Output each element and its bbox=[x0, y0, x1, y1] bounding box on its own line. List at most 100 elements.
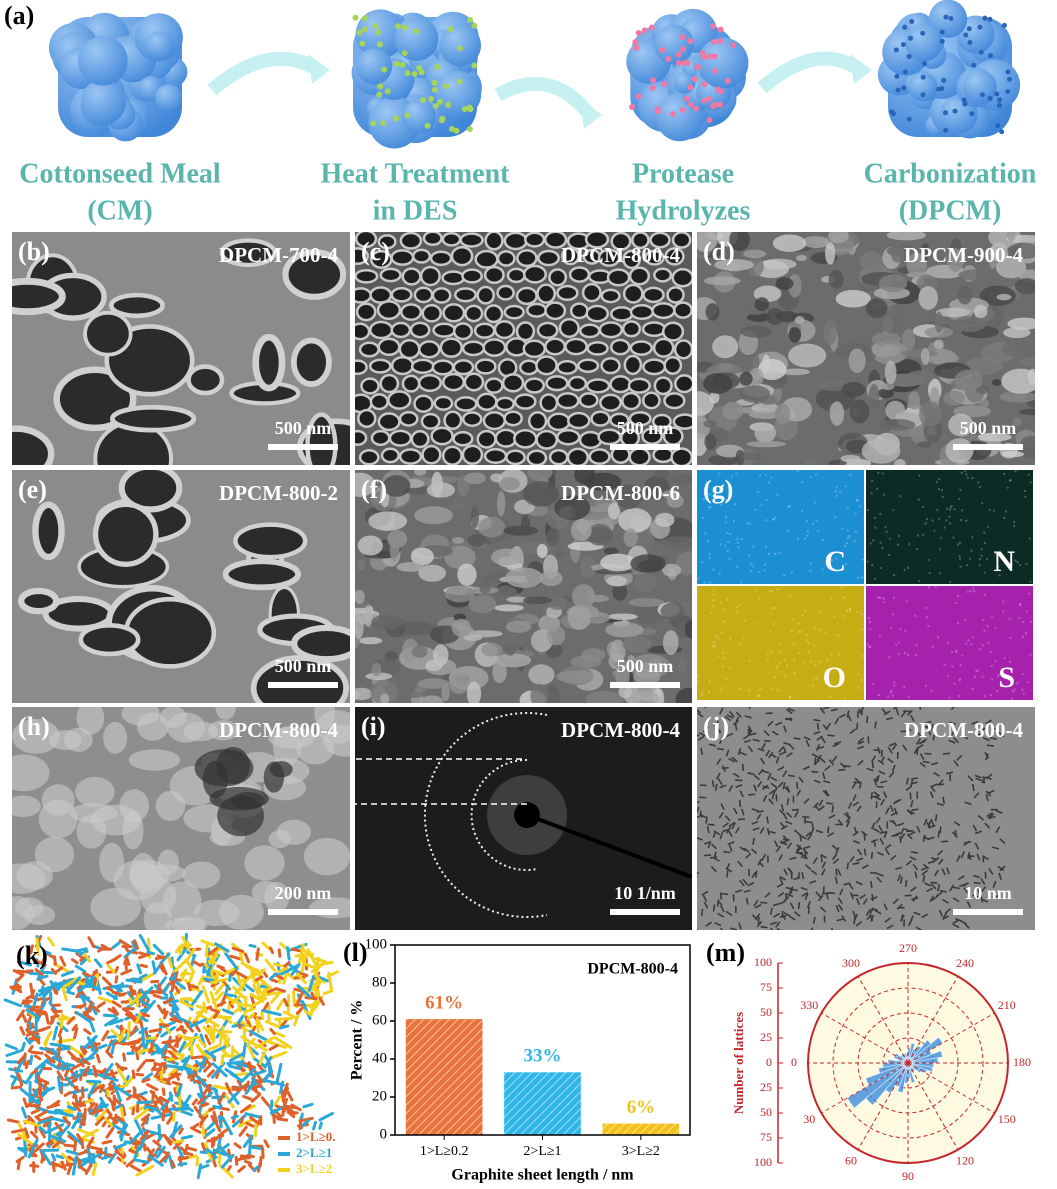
graphite-sheet bbox=[199, 1102, 210, 1108]
particle bbox=[420, 97, 427, 104]
lattice-fringe bbox=[734, 826, 740, 834]
graphite-sheet bbox=[266, 988, 276, 994]
map-speckle bbox=[965, 519, 968, 522]
particle bbox=[361, 26, 368, 33]
map-speckle bbox=[721, 686, 724, 689]
lattice-fringe bbox=[838, 713, 847, 718]
grain bbox=[654, 470, 670, 479]
grain bbox=[917, 441, 932, 448]
element-map bbox=[697, 470, 864, 584]
grain bbox=[395, 621, 436, 636]
cell bbox=[431, 287, 452, 304]
cell bbox=[672, 413, 692, 430]
grain bbox=[992, 379, 1002, 386]
lattice-fringe bbox=[724, 715, 732, 722]
lattice-fringe bbox=[921, 869, 928, 876]
graphite-sheet bbox=[248, 943, 257, 949]
map-speckle bbox=[819, 661, 822, 664]
lattice-fringe bbox=[775, 756, 780, 764]
graphite-sheet bbox=[237, 1064, 246, 1072]
lattice-fringe bbox=[724, 815, 731, 822]
graphite-sheet bbox=[101, 1139, 113, 1145]
lattice-fringe bbox=[909, 856, 917, 861]
lattice-fringe bbox=[859, 894, 866, 900]
lattice-fringe bbox=[801, 891, 809, 898]
graphite-sheet bbox=[165, 1064, 184, 1070]
map-speckle bbox=[925, 518, 928, 521]
map-speckle bbox=[706, 485, 709, 488]
lattice-fringe bbox=[956, 754, 963, 761]
cell bbox=[664, 247, 685, 266]
map-speckle bbox=[939, 572, 942, 575]
graphite-sheet bbox=[224, 1082, 232, 1095]
grain bbox=[499, 477, 520, 491]
grain bbox=[714, 259, 754, 271]
pore bbox=[222, 558, 301, 591]
graphite-sheet bbox=[105, 1049, 114, 1059]
graphite-sheet bbox=[51, 1047, 58, 1057]
map-speckle bbox=[1011, 690, 1014, 693]
process-step: Carbonization bbox=[864, 158, 1037, 189]
graphite-sheet bbox=[243, 982, 255, 993]
map-speckle bbox=[813, 627, 816, 630]
scale-label: 10 nm bbox=[964, 883, 1012, 903]
graphite-sheet bbox=[280, 963, 300, 976]
graphite-sheet bbox=[274, 1016, 293, 1021]
map-speckle bbox=[809, 562, 812, 565]
map-speckle bbox=[720, 503, 723, 506]
grain bbox=[973, 304, 988, 319]
panel-label: (k) bbox=[16, 941, 48, 970]
map-speckle bbox=[972, 590, 975, 593]
map-speckle bbox=[1011, 563, 1014, 566]
map-speckle bbox=[888, 554, 891, 557]
map-speckle bbox=[975, 669, 978, 672]
sample-name: DPCM-900-4 bbox=[904, 243, 1023, 267]
map-speckle bbox=[830, 597, 833, 600]
lattice-fringe bbox=[839, 888, 844, 896]
graphite-sheet bbox=[255, 978, 261, 992]
map-speckle bbox=[866, 643, 869, 646]
graphite-sheet bbox=[116, 1067, 128, 1085]
graphite-sheet bbox=[301, 1000, 312, 1020]
graphite-sheet bbox=[243, 1007, 256, 1014]
graphite-sheet bbox=[296, 984, 312, 998]
cell bbox=[642, 286, 665, 304]
lattice-fringe bbox=[912, 863, 919, 871]
particle bbox=[967, 39, 973, 45]
lattice-fringe bbox=[769, 927, 773, 930]
lattice-fringe bbox=[782, 770, 788, 778]
graphite-sheet bbox=[177, 1040, 187, 1055]
grain bbox=[735, 449, 745, 465]
graphite-sheet bbox=[53, 955, 57, 966]
pore bbox=[103, 721, 128, 754]
graphite-sheet bbox=[92, 1005, 101, 1013]
particle bbox=[706, 117, 713, 124]
grain bbox=[751, 402, 780, 413]
lattice-fringe bbox=[897, 874, 902, 882]
map-speckle bbox=[717, 637, 720, 640]
lattice-fringe bbox=[879, 837, 885, 845]
map-speckle bbox=[977, 669, 980, 672]
cell bbox=[666, 286, 685, 304]
angular-grid bbox=[907, 1062, 959, 1150]
particle bbox=[710, 103, 717, 110]
graphite-sheet bbox=[113, 981, 124, 1000]
lattice-fringe bbox=[704, 841, 712, 845]
lattice-fringe bbox=[697, 806, 700, 814]
cell bbox=[483, 304, 504, 324]
lattice-fringe bbox=[987, 813, 995, 819]
graphite-sheet bbox=[234, 1155, 239, 1166]
graphite-sheet bbox=[250, 1093, 261, 1103]
pore bbox=[303, 837, 350, 876]
map-speckle bbox=[1014, 470, 1017, 473]
particle bbox=[679, 34, 686, 41]
lattice-fringe bbox=[831, 755, 838, 763]
map-speckle bbox=[793, 671, 796, 674]
grain bbox=[976, 384, 990, 395]
map-speckle bbox=[917, 498, 920, 501]
grain bbox=[802, 236, 830, 248]
lattice-fringe bbox=[745, 897, 749, 905]
map-speckle bbox=[1027, 473, 1030, 476]
